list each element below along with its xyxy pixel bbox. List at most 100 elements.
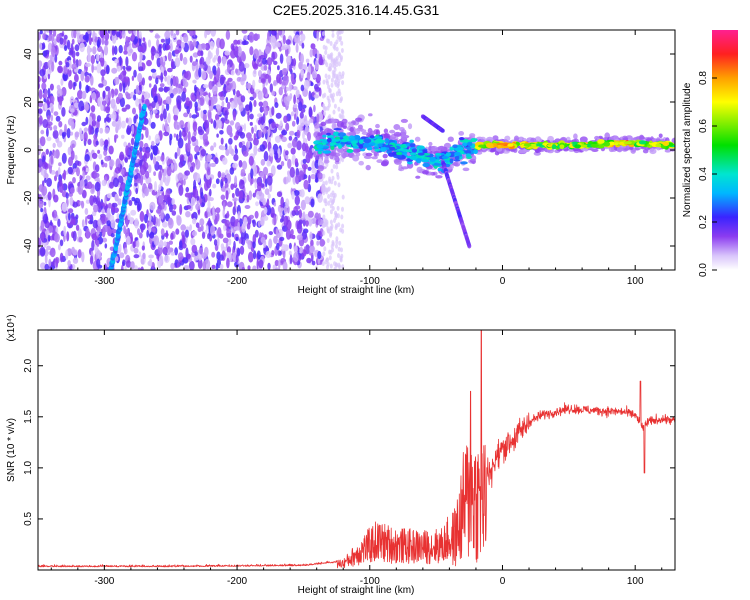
spectrogram-blob [219,38,225,50]
spectrogram-blob [104,139,109,146]
spectrogram-blob [296,140,302,151]
spectrogram-blob [187,130,191,142]
spectrogram-blob [247,137,254,142]
spectrogram-blob [179,52,183,62]
spectrogram-blob [409,152,417,156]
spectrogram-blob [121,107,127,112]
spectrogram-blob [185,126,189,134]
spectrogram-blob [322,79,326,85]
spectrogram-blob [339,255,343,261]
spectrogram-blob [148,117,152,126]
spectrogram-blob [310,82,314,87]
spectrogram-blob [93,245,98,251]
spectrogram-blob [183,178,186,186]
spectrogram-blob [211,264,216,269]
spectrogram-blob [178,102,182,112]
spectrogram-blob [289,234,293,239]
spectrogram-blob [369,135,375,139]
spectrogram-blob [428,141,433,147]
spectrogram-blob [92,30,96,40]
spectrogram-blob [328,88,332,93]
spectrogram-blob [133,254,140,259]
spectrogram-blob [282,249,286,259]
spectrogram-blob [375,123,380,129]
spectrogram-blob [119,151,125,161]
spectrogram-blob [121,134,125,139]
spectrogram-blob [139,211,145,222]
spectrogram-blob [340,214,344,220]
spectrogram-blob [189,113,192,119]
spectrogram-blob [225,148,230,157]
spectrogram-blob [90,105,96,113]
spectrogram-blob [138,66,144,72]
spectrogram-blob [285,39,291,45]
spectrogram-blob [40,262,46,270]
spectrogram-blob [197,226,202,233]
spectrogram-blob [151,86,157,97]
spectrogram-blob [318,213,321,224]
spectrogram-blob [274,152,279,161]
spectrogram-blob [243,123,247,132]
spectrogram-blob [85,116,89,125]
spectrogram-blob [148,225,152,234]
spectrogram-blob [248,155,254,166]
spectrogram-blob [212,57,216,63]
spectrogram-blob [326,105,330,111]
spectrogram-blob [324,73,328,79]
spectrogram-blob [83,191,87,195]
spectrogram-blob [293,113,297,121]
spectrogram-blob [216,110,222,116]
spectrogram-blob [303,79,310,90]
spectrogram-blob [163,194,168,202]
spectrogram-blob [114,134,119,139]
spectrogram-blob [234,122,241,131]
spectrogram-blob [158,170,162,181]
spectrogram-blob [338,91,342,97]
spectrogram-blob [416,145,425,150]
spectrogram-blob [232,162,238,168]
colorbar: 0.00.20.40.60.8 Normalized spectral ampl… [682,30,738,277]
spectrogram-blob [39,30,43,35]
spectrogram-blob [163,70,168,77]
spectrogram-heat-layer [38,30,675,270]
spectrogram-blob [67,146,72,156]
spectrogram-blob [51,95,55,103]
snr-frame [37,329,676,571]
spectrogram-blob [270,35,277,47]
spectrogram-blob [333,103,337,109]
spectrogram-blob [305,143,309,153]
spectrogram-blob [496,142,506,146]
spectrogram-blob [224,110,228,121]
spectrogram-blob [153,214,156,226]
snr-scale-label: (x10⁴) [6,314,17,341]
spectrogram-blob [55,115,61,122]
spectrogram-blob [305,58,310,63]
spectrogram-blob [473,149,478,155]
spectrogram-blob [225,96,229,104]
spectrogram-blob [213,239,218,246]
spectrogram-blob [340,138,348,143]
spectrogram-blob [298,170,304,181]
spectrogram-blob [407,160,413,165]
spectrogram-blob [316,240,320,246]
spectrogram-blob [141,245,145,251]
spectrogram-blob [340,108,344,114]
spectrogram-blob [58,121,63,128]
spectrogram-blob [196,173,201,183]
x-tick-label: -200 [227,276,247,287]
spectrogram-blob [179,154,185,162]
spectrogram-blob [131,75,135,82]
spectrogram-blob [603,141,611,147]
spectrogram-blob [71,218,76,226]
spectrogram-blob [230,100,235,110]
spectrogram-blob [120,182,126,192]
spectrogram-blob [167,158,171,165]
spectrogram-blob [282,75,289,86]
spectrogram-blob [233,240,236,251]
spectrogram-blob [325,78,329,84]
spectrogram-blob [139,174,144,186]
spectrogram-blob [662,141,670,146]
spectrogram-blob [121,30,126,39]
spectrogram-blob [276,191,283,198]
spectrogram-blob [238,190,244,200]
